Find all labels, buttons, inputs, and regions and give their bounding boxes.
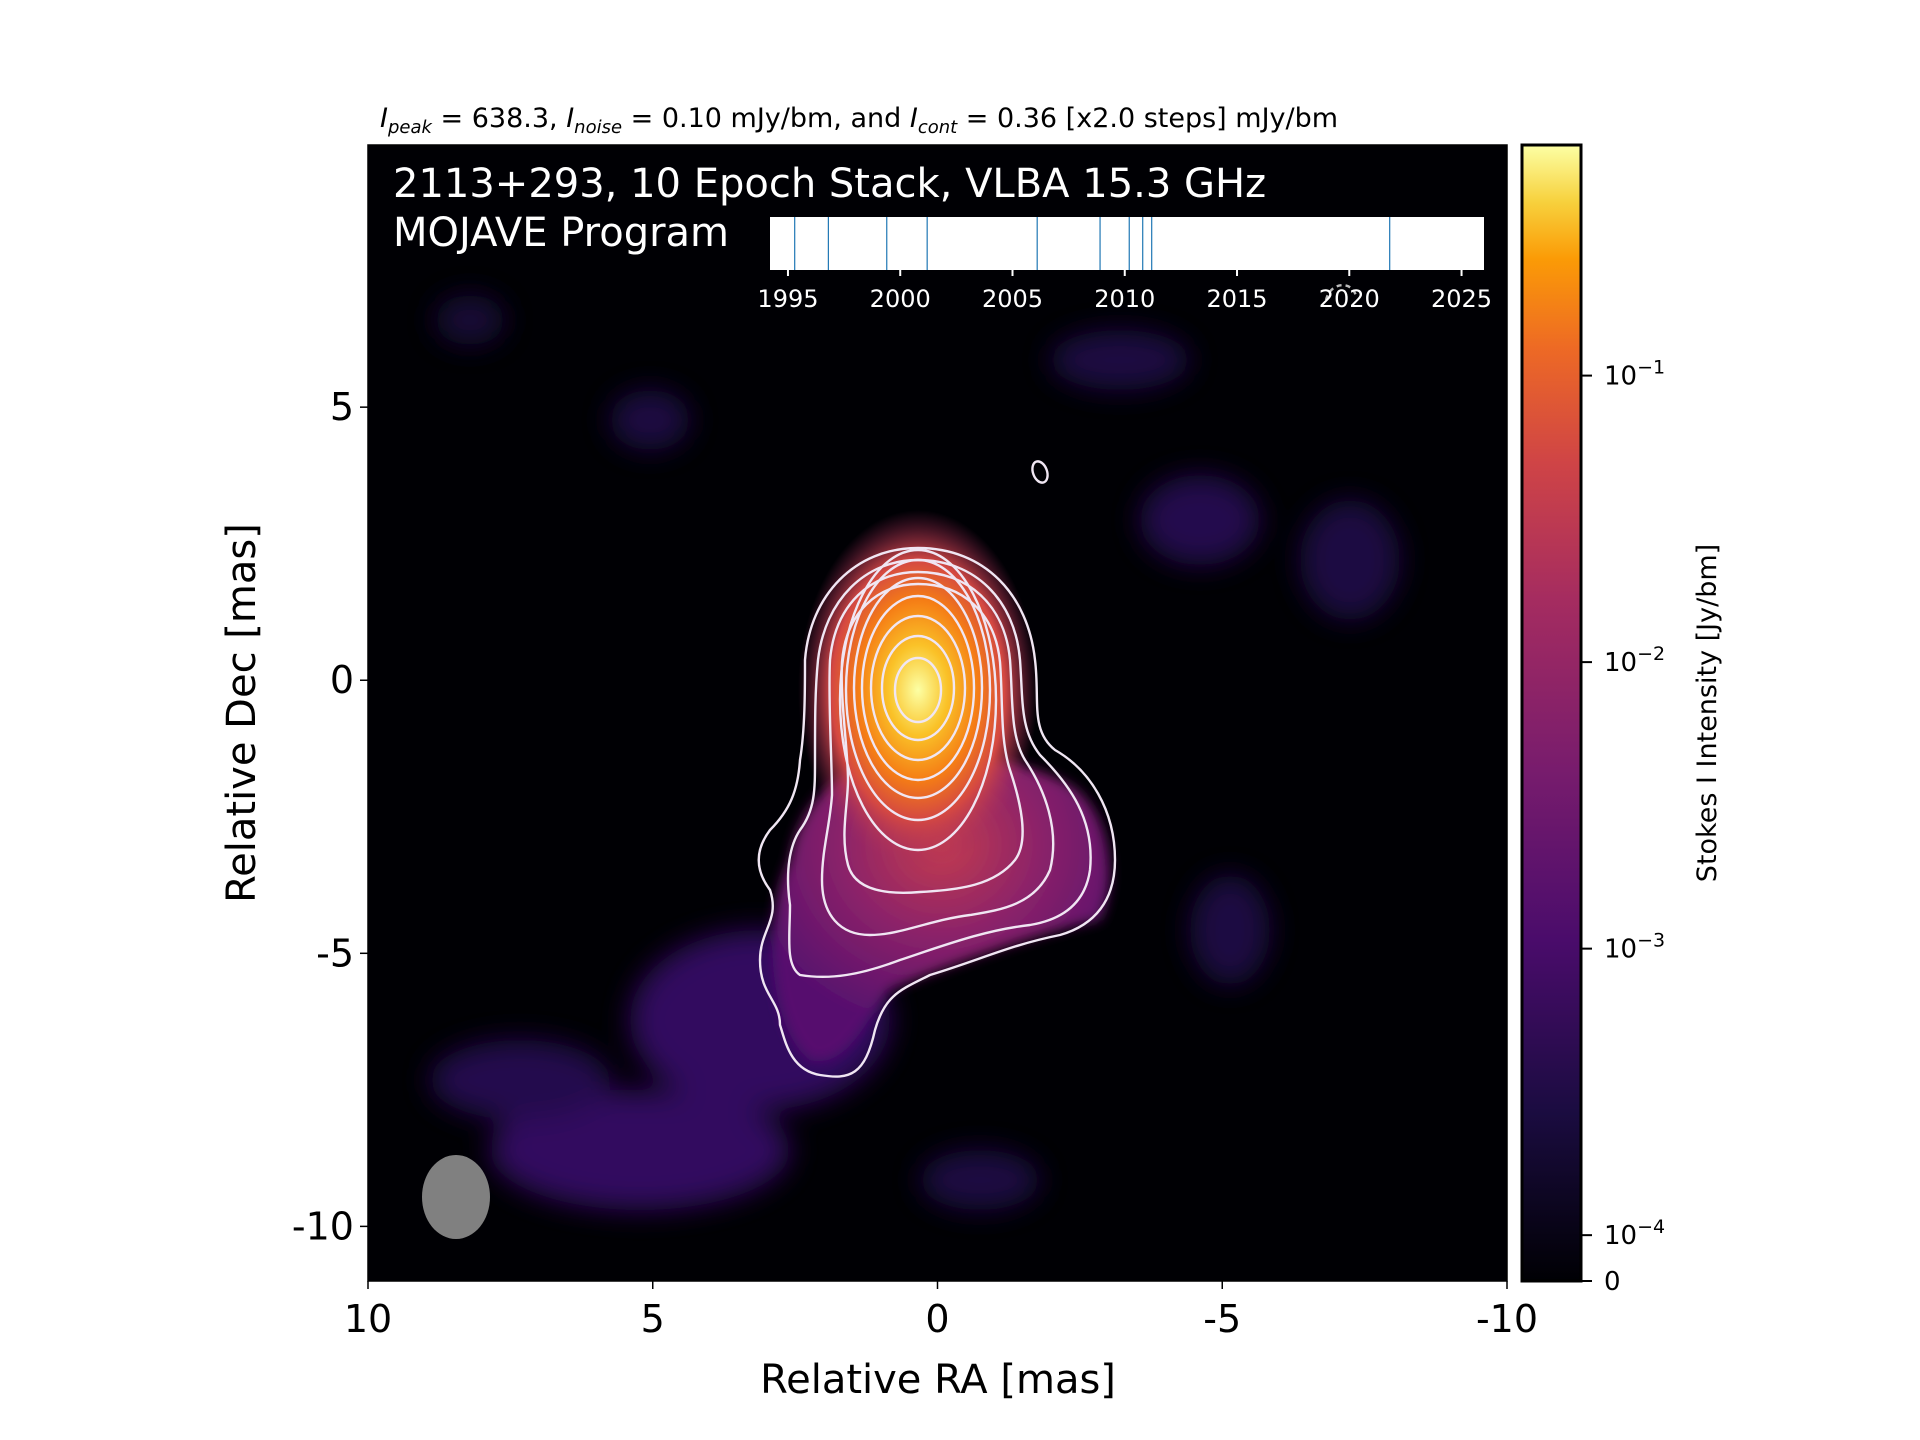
contour-level-9 bbox=[869, 614, 967, 762]
y-tick-label: -10 bbox=[292, 1204, 354, 1248]
peak-value: = 638.3, bbox=[432, 103, 566, 134]
noise-symbol: I bbox=[566, 103, 574, 134]
program-title: MOJAVE Program bbox=[393, 210, 729, 256]
beam-ellipse bbox=[422, 1155, 490, 1239]
peak-subscript: peak bbox=[387, 117, 434, 138]
timeline-tick-label: 1995 bbox=[757, 285, 818, 313]
noise-subscript: noise bbox=[574, 117, 622, 138]
contour-level-3 bbox=[820, 570, 1055, 937]
y-tick-label: 0 bbox=[330, 658, 354, 702]
core-emission bbox=[798, 510, 1038, 870]
contour-level-6 bbox=[844, 558, 992, 822]
contour-level-2 bbox=[786, 558, 1092, 979]
x-axis: 10 5 0 -5 -10 bbox=[344, 1281, 1538, 1341]
contour-negative bbox=[1324, 284, 1358, 301]
epoch-timeline: 1995 2000 2005 2010 2015 2020 2025 bbox=[757, 217, 1492, 313]
colorbar-tick-label: 10−1 bbox=[1604, 357, 1665, 392]
timeline-tick-label: 2010 bbox=[1094, 285, 1155, 313]
colorbar-ticks: 0 10−4 10−3 10−2 10−1 bbox=[1581, 357, 1665, 1297]
x-tick-label: -5 bbox=[1203, 1297, 1241, 1341]
timeline-tick-label: 2015 bbox=[1206, 285, 1267, 313]
y-tick-label: 5 bbox=[330, 385, 354, 429]
epoch-lines bbox=[794, 217, 1391, 270]
x-tick-label: 10 bbox=[344, 1297, 392, 1341]
colorbar-label: Stokes I Intensity [Jy/bm] bbox=[1692, 544, 1723, 882]
y-axis: 5 0 -5 -10 bbox=[292, 385, 368, 1248]
timeline-tick-label: 2025 bbox=[1431, 285, 1492, 313]
colorbar-tick-label: 10−2 bbox=[1604, 643, 1665, 678]
contour-level-11 bbox=[893, 656, 943, 724]
x-tick-label: 5 bbox=[641, 1297, 665, 1341]
colorbar-frame bbox=[1520, 143, 1583, 1283]
colorbar-tick-label: 10−3 bbox=[1604, 930, 1665, 965]
noise-value: = 0.10 mJy/bm, and bbox=[622, 103, 910, 134]
peak-symbol: I bbox=[380, 103, 388, 134]
stats-header: Ipeak = 638.3, Inoise = 0.10 mJy/bm, and… bbox=[380, 103, 1338, 138]
colorbar-tick-label: 10−4 bbox=[1604, 1216, 1665, 1251]
contour-level-1 bbox=[757, 546, 1117, 1078]
y-axis-label: Relative Dec [mas] bbox=[219, 523, 265, 903]
timeline-tick-label: 2000 bbox=[870, 285, 931, 313]
timeline-tick-label: 2005 bbox=[982, 285, 1043, 313]
timeline-box bbox=[770, 217, 1484, 270]
y-tick-label: -5 bbox=[316, 931, 354, 975]
source-title: 2113+293, 10 Epoch Stack, VLBA 15.3 GHz bbox=[393, 161, 1266, 207]
contour-level-4 bbox=[840, 582, 1024, 894]
contour-level-8 bbox=[860, 594, 976, 782]
cont-symbol: I bbox=[910, 103, 918, 134]
colorbar-gradient bbox=[1522, 145, 1581, 1281]
contours bbox=[757, 284, 1358, 1078]
timeline-ticks: 1995 2000 2005 2010 2015 2020 2025 bbox=[757, 270, 1492, 313]
colorbar: 0 10−4 10−3 10−2 10−1 Stokes I Intensity [Jy… bbox=[1520, 143, 1723, 1297]
cont-value: = 0.36 [x2.0 steps] mJy/bm bbox=[957, 103, 1338, 134]
cont-subscript: cont bbox=[918, 117, 958, 138]
x-tick-label: -10 bbox=[1476, 1297, 1538, 1341]
contour-level-10 bbox=[880, 634, 956, 742]
x-axis-label: Relative RA [mas] bbox=[760, 1357, 1116, 1403]
x-tick-label: 0 bbox=[925, 1297, 949, 1341]
contour-level-7 bbox=[852, 576, 984, 800]
intensity-map: 2113+293, 10 Epoch Stack, VLBA 15.3 GHz … bbox=[368, 145, 1507, 1281]
contour-isolated bbox=[1031, 460, 1049, 484]
timeline-tick-label: 2020 bbox=[1319, 285, 1380, 313]
colorbar-tick-label: 0 bbox=[1604, 1267, 1621, 1297]
contour-level-5 bbox=[838, 548, 998, 852]
